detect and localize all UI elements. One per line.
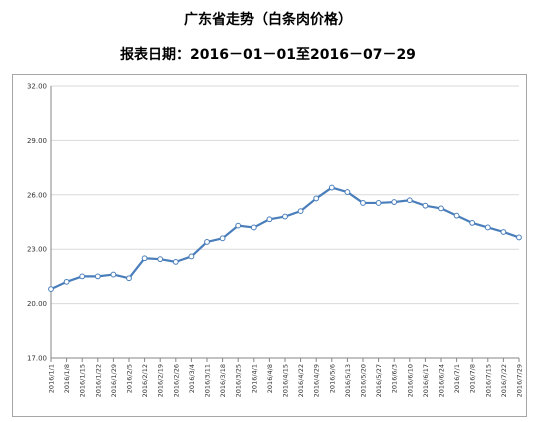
x-tick-label: 2016/6/3 <box>391 364 399 393</box>
series-line <box>49 186 521 291</box>
x-tick-label: 2016/5/6 <box>328 364 336 393</box>
x-tick-label: 2016/3/4 <box>188 364 196 393</box>
x-tick-label: 2016/2/26 <box>172 364 180 397</box>
x-tick-label: 2016/1/1 <box>48 364 56 393</box>
x-tick-label: 2016/6/24 <box>438 364 446 397</box>
data-point <box>266 216 273 223</box>
x-tick-label: 2016/4/1 <box>250 364 258 393</box>
data-point <box>406 197 413 204</box>
data-point <box>79 273 86 280</box>
x-tick-label: 2016/7/1 <box>453 364 461 393</box>
data-point <box>157 256 164 263</box>
data-point <box>250 224 257 231</box>
data-point <box>63 278 70 285</box>
chart-title: 广东省走势（白条肉价格） <box>184 12 352 28</box>
data-point <box>172 258 179 265</box>
x-tick-label: 2016/6/17 <box>422 364 430 397</box>
data-point <box>141 255 148 262</box>
x-tick-label: 2016/4/15 <box>282 364 290 397</box>
data-point <box>360 200 366 206</box>
data-point <box>126 275 132 282</box>
data-point <box>48 286 54 292</box>
data-point <box>235 222 242 229</box>
data-point <box>422 202 429 209</box>
y-tick-label: 23.00 <box>27 246 47 254</box>
data-point <box>438 205 444 212</box>
x-tick-label: 2016/3/25 <box>235 364 243 397</box>
y-tick-label: 26.00 <box>27 191 47 199</box>
data-point <box>219 235 226 242</box>
x-tick-label: 2016/5/27 <box>375 364 383 397</box>
x-tick-label: 2016/4/8 <box>266 364 274 393</box>
data-point <box>110 271 117 278</box>
x-tick-label: 2016/3/11 <box>204 364 212 397</box>
line-chart: 17.00 20.00 23.00 26.00 29.00 32.00 2016/1/1 2… <box>27 83 524 398</box>
data-point <box>328 184 335 191</box>
x-tick-label: 2016/7/29 <box>516 364 524 397</box>
data-point <box>516 234 522 241</box>
y-tick-label: 20.00 <box>27 300 47 308</box>
x-tick-label: 2016/3/18 <box>219 364 227 397</box>
data-point <box>313 195 320 202</box>
data-point <box>375 200 382 206</box>
data-point <box>188 253 195 260</box>
x-tick-label: 2016/4/29 <box>313 364 321 397</box>
data-point <box>344 189 351 195</box>
data-point <box>484 224 491 231</box>
data-point <box>204 239 210 245</box>
x-tick-label: 2016/1/29 <box>110 364 118 397</box>
x-tick-label: 2016/4/22 <box>297 364 305 397</box>
data-point <box>453 212 460 219</box>
y-tick-label: 32.00 <box>27 83 47 91</box>
chart-subtitle: 报表日期：2016－01－01至2016－07－29 <box>120 47 416 63</box>
x-tick-label: 2016/5/20 <box>360 364 368 397</box>
data-point <box>469 220 476 226</box>
x-tick-label: 2016/1/8 <box>63 364 71 393</box>
y-tick-label: 29.00 <box>27 137 47 145</box>
x-tick-label: 2016/7/8 <box>469 364 477 393</box>
x-tick-label: 2016/2/5 <box>126 364 134 393</box>
x-tick-label: 2016/1/15 <box>79 364 87 397</box>
x-tick-label: 2016/5/13 <box>344 364 352 397</box>
data-point <box>297 208 304 215</box>
chart-area: 17.00 20.00 23.00 26.00 29.00 32.00 2016/1/1 2… <box>12 74 527 417</box>
data-point <box>94 273 101 280</box>
data-point <box>500 229 507 235</box>
x-tick-label: 2016/2/19 <box>157 364 165 397</box>
x-tick-label: 2016/7/22 <box>500 364 508 397</box>
x-tick-label: 2016/7/15 <box>484 364 492 397</box>
data-point <box>391 199 398 205</box>
x-tick-label: 2016/2/12 <box>141 364 149 397</box>
x-tick-label: 2016/6/10 <box>406 364 414 397</box>
y-tick-label: 17.00 <box>27 355 47 363</box>
data-point <box>282 213 288 220</box>
x-tick-label: 2016/1/22 <box>94 364 102 397</box>
